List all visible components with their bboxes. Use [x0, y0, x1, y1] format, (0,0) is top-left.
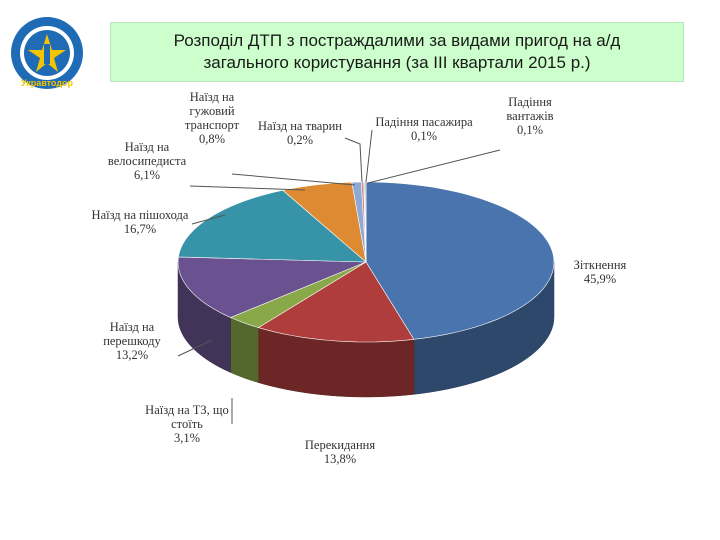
slice-label-падіння-вантажів: Падіння вантажів 0,1% — [506, 95, 553, 137]
slice-label-наїзд-на-тз-що-стоїть: Наїзд на ТЗ, що стоїть 3,1% — [145, 403, 229, 445]
pie-slice-зіткнення — [365, 181, 555, 340]
slice-value-label: 0,2% — [287, 133, 313, 147]
slice-label-name: Наїзд на — [190, 90, 235, 104]
leader-line-наїзд-на-перешкоду — [177, 339, 213, 357]
slice-label-name: Перекидання — [305, 438, 375, 452]
leader-line-наїзд-на-гужовий-транспорт — [231, 173, 356, 186]
slice-label-падіння-пасажира: Падіння пасажира 0,1% — [375, 115, 473, 143]
slice-label-name: гужовий — [189, 104, 234, 118]
slice-value-label: 6,1% — [134, 168, 160, 182]
slice-label-name: Зіткнення — [574, 258, 627, 272]
pie-slice-наїзд-на-пішохода — [178, 189, 367, 263]
pie-slice-перекидання — [257, 261, 415, 343]
logo-text: Укравтодор — [21, 78, 74, 88]
slice-value-label: 0,8% — [199, 132, 225, 146]
slice-label-наїзд-на-пішохода: Наїзд на пішохода 16,7% — [92, 208, 189, 236]
ukravtodor-logo: Укравтодор — [8, 14, 86, 92]
slice-label-name: транспорт — [185, 118, 240, 132]
slice-label-наїзд-на-перешкоду: Наїзд на перешкоду 13,2% — [103, 320, 161, 362]
pie-depth — [177, 261, 555, 398]
slice-value-label: 13,2% — [116, 348, 148, 362]
slice-label-name: перешкоду — [103, 334, 161, 348]
slice-label-зіткнення: Зіткнення 45,9% — [574, 258, 627, 286]
slice-value-label: 0,1% — [411, 129, 437, 143]
pie-slice-падіння-вантажів — [364, 181, 367, 263]
slice-label-name: велосипедиста — [108, 154, 187, 168]
leader-line-наїзд-на-пішохода — [191, 214, 226, 225]
slice-label-перекидання: Перекидання 13,8% — [305, 438, 375, 466]
chart-title: Розподіл ДТП з постраждалими за видами п… — [173, 31, 621, 72]
slice-value-label: 0,1% — [517, 123, 543, 137]
leader-line-наїзд-на-тварин — [344, 137, 363, 183]
pie-top — [177, 181, 555, 343]
leader-lines — [177, 129, 501, 424]
slice-label-наїзд-на-тварин: Наїзд на тварин 0,2% — [258, 119, 342, 147]
ukravtodor-logo-icon: Укравтодор — [11, 17, 83, 89]
slice-value-label: 45,9% — [584, 272, 616, 286]
slice-labels: Зіткнення 45,9% Перекидання 13,8% Наїзд на Т… — [92, 90, 627, 466]
slice-label-name: стоїть — [171, 417, 203, 431]
slice-label-name: Наїзд на тварин — [258, 119, 342, 133]
slice-label-name: вантажів — [506, 109, 553, 123]
slice-label-наїзд-на-гужовий-транспорт: Наїзд на гужовий транспорт 0,8% — [185, 90, 240, 146]
slice-label-name: Наїзд на — [125, 140, 170, 154]
title-box: Розподіл ДТП з постраждалими за видами п… — [110, 22, 684, 82]
pie-side-2 — [230, 317, 259, 383]
leader-line-наїзд-на-велосипедиста — [189, 185, 306, 191]
slice-label-наїзд-на-велосипедиста: Наїзд на велосипедиста 6,1% — [108, 140, 187, 182]
slice-value-label: 16,7% — [124, 222, 156, 236]
slice-label-name: Наїзд на пішохода — [92, 208, 189, 222]
leader-line-падіння-вантажів — [367, 149, 501, 184]
slice-label-name: Падіння пасажира — [375, 115, 473, 129]
slice-label-name: Падіння — [508, 95, 552, 109]
pie-slice-наїзд-на-перешкоду — [177, 256, 367, 318]
leader-line-падіння-пасажира — [365, 129, 373, 183]
slice-label-name: Наїзд на — [110, 320, 155, 334]
slice-value-label: 13,8% — [324, 452, 356, 466]
slice-value-label: 3,1% — [174, 431, 200, 445]
slice-label-name: Наїзд на ТЗ, що — [145, 403, 229, 417]
